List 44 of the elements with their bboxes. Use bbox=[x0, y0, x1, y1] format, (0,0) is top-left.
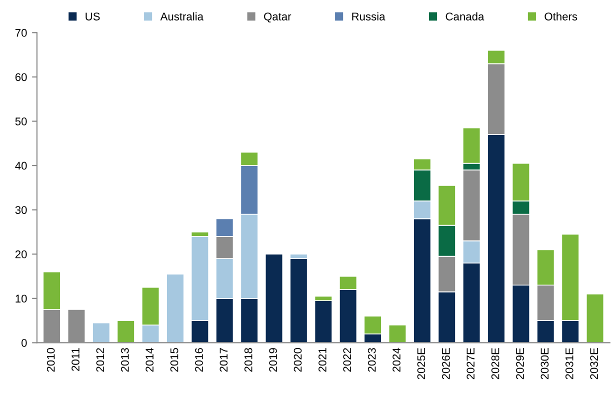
x-tick-label: 2027E bbox=[466, 348, 475, 380]
bar bbox=[388, 324, 407, 343]
y-tick-label: 30 bbox=[15, 206, 27, 214]
legend-label: Qatar bbox=[264, 12, 292, 22]
legend-label: US bbox=[86, 12, 100, 20]
x-tick-label: 2014 bbox=[146, 348, 154, 372]
x-tick-label: 2025E bbox=[417, 348, 426, 380]
y-tick-label: 0 bbox=[21, 338, 27, 347]
bar bbox=[166, 274, 184, 343]
legend-label: Others bbox=[544, 12, 578, 20]
x-tick-label: 2012 bbox=[96, 348, 104, 372]
legend-label: Russia bbox=[352, 12, 386, 20]
x-tick-label: 2016 bbox=[195, 348, 203, 372]
x-tick-label: 2023 bbox=[368, 348, 376, 372]
x-tick-label: 2022 bbox=[343, 348, 352, 372]
x-tick-label: 2029E bbox=[516, 348, 524, 380]
x-tick-label: 2019 bbox=[269, 348, 277, 372]
legend-label: Australia bbox=[160, 12, 204, 20]
legend-label: Canada bbox=[446, 12, 484, 20]
bar bbox=[314, 300, 332, 343]
y-tick-label: 60 bbox=[15, 73, 27, 82]
bar bbox=[92, 322, 110, 343]
x-tick-label: 2028E bbox=[491, 348, 500, 380]
x-tick-label: 2032E bbox=[590, 348, 598, 380]
y-tick-label: 40 bbox=[15, 162, 27, 170]
x-tick-label: 2018 bbox=[244, 348, 252, 372]
x-tick-label: 2013 bbox=[120, 348, 129, 372]
x-tick-label: 2031E bbox=[565, 348, 574, 380]
x-tick-label: 2017 bbox=[220, 348, 228, 372]
x-tick-label: 2024 bbox=[392, 348, 400, 372]
y-tick-label: 70 bbox=[15, 28, 27, 37]
x-tick-label: 2011 bbox=[72, 348, 80, 371]
x-tick-label: 2020 bbox=[294, 348, 302, 372]
bar bbox=[264, 254, 284, 343]
x-tick-label: 2010 bbox=[46, 348, 55, 372]
x-tick-label: 2026E bbox=[442, 348, 450, 380]
x-tick-label: 2030E bbox=[540, 348, 549, 380]
x-tick-label: 2021 bbox=[318, 348, 326, 372]
y-tick-label: 10 bbox=[16, 294, 27, 303]
y-tick-label: 20 bbox=[15, 250, 27, 258]
bar bbox=[586, 294, 604, 343]
bar bbox=[116, 320, 135, 343]
x-tick-label: 2015 bbox=[170, 348, 178, 372]
y-tick-label: 50 bbox=[15, 118, 27, 126]
